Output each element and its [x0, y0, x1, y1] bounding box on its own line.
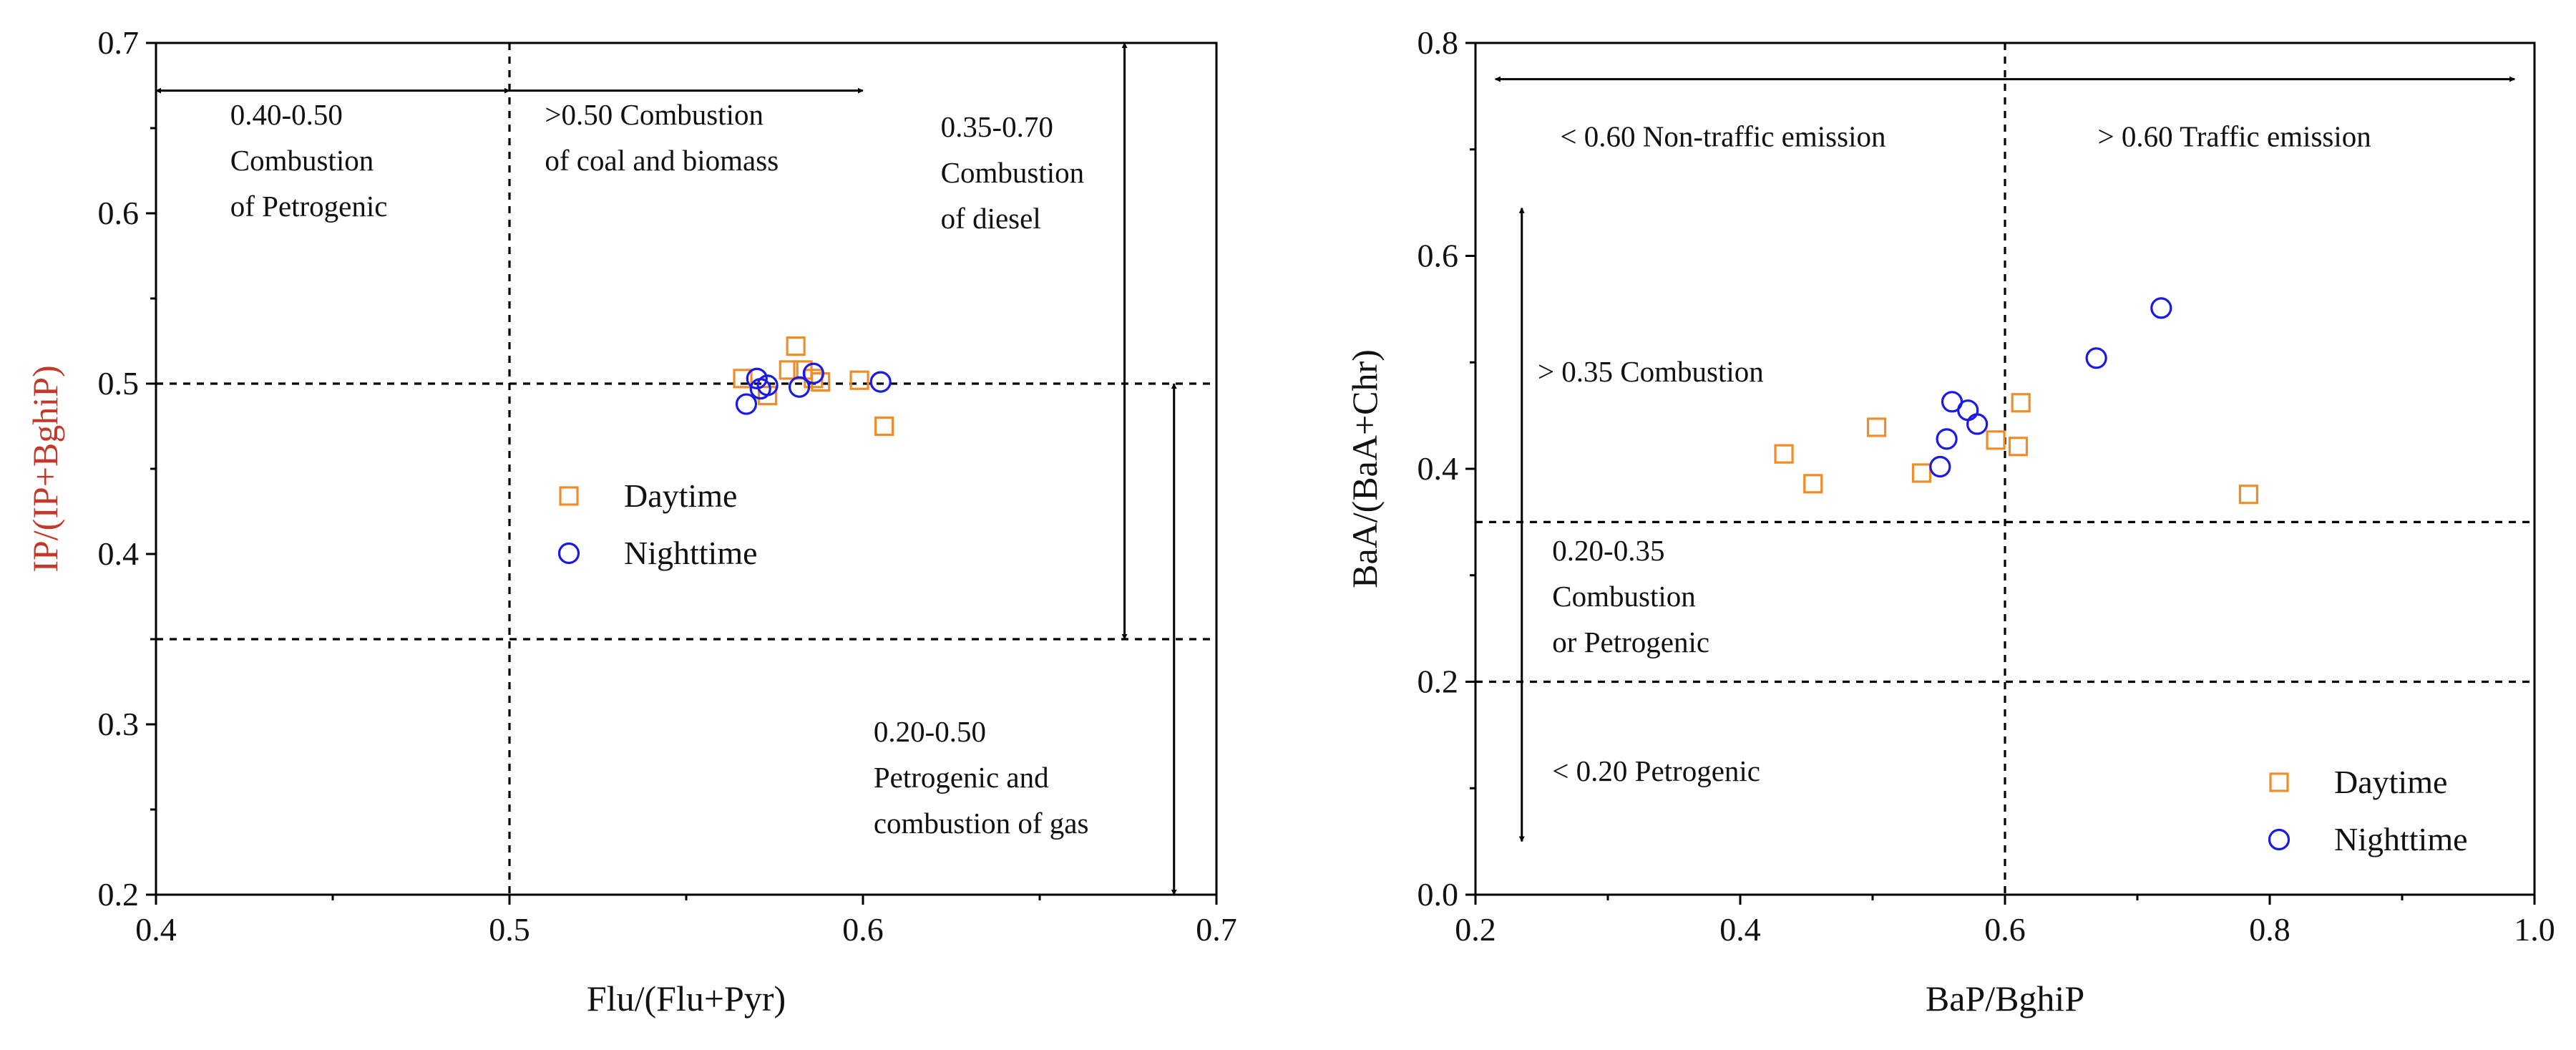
range-annotation: < 0.20 Petrogenic: [1552, 754, 1760, 787]
legend-nighttime-marker: [2268, 828, 2290, 851]
annotation-line: 0.40-0.50: [230, 98, 343, 131]
x-tick-label: 0.4: [135, 911, 177, 948]
range-annotation: >0.50 Combustion of coal and biomass: [545, 98, 779, 177]
annotation-line: Combustion: [941, 156, 1084, 189]
annotation-line: combustion of gas: [874, 807, 1089, 840]
daytime-data-point: [1866, 417, 1887, 437]
legend-label-nighttime: Nighttime: [2334, 821, 2468, 857]
annotation-line: of diesel: [941, 202, 1041, 235]
y-tick-label: 0.2: [98, 876, 140, 913]
range-annotation: 0.20-0.50 Petrogenic and combustion of gas: [874, 715, 1089, 840]
x-tick-label: 1.0: [2514, 911, 2555, 948]
x-tick-label: 0.6: [842, 911, 884, 948]
annotation-line: of Petrogenic: [230, 190, 388, 223]
daytime-data-point: [758, 386, 778, 406]
x-tick-label: 0.2: [1455, 911, 1496, 948]
x-tick-label: 0.6: [1984, 911, 2026, 948]
nighttime-data-point: [869, 371, 892, 393]
y-tick-label: 0.6: [1418, 238, 1459, 274]
legend-label-daytime: Daytime: [2334, 764, 2447, 800]
daytime-data-point: [2011, 393, 2031, 413]
x-tick-label: 0.8: [2249, 911, 2290, 948]
daytime-data-point: [1803, 474, 1823, 494]
annotation-line: 0.20-0.35: [1552, 534, 1664, 567]
nighttime-data-point: [1936, 428, 1958, 450]
nighttime-data-point: [802, 362, 824, 384]
y-axis-label: IP/(IP+BghiP): [25, 365, 65, 572]
annotation-line: 0.35-0.70: [941, 110, 1053, 143]
y-tick-label: 0.2: [1418, 663, 1459, 700]
daytime-data-point: [1774, 444, 1794, 464]
nighttime-data-point: [1966, 413, 1989, 435]
x-tick-label: 0.5: [489, 911, 530, 948]
legend-label-nighttime: Nighttime: [624, 535, 758, 571]
y-tick-label: 0.3: [98, 706, 140, 742]
nighttime-data-point: [1957, 399, 1979, 422]
y-tick-label: 0.4: [98, 535, 140, 572]
legend-daytime-marker: [559, 486, 579, 506]
daytime-data-point: [2238, 485, 2258, 505]
range-annotation: 0.40-0.50 Combustion of Petrogenic: [230, 98, 388, 223]
annotation-line: 0.20-0.50: [874, 715, 986, 748]
x-tick-label: 0.7: [1196, 911, 1237, 948]
nighttime-data-point: [746, 367, 768, 389]
legend-daytime-marker: [2269, 772, 2289, 792]
annotation-line: or Petrogenic: [1552, 626, 1709, 658]
legend-label-daytime: Daytime: [624, 477, 737, 514]
y-tick-label: 0.0: [1418, 876, 1459, 913]
y-tick-label: 0.7: [98, 24, 140, 61]
daytime-data-point: [1986, 430, 2006, 450]
annotation-line: Combustion: [230, 144, 374, 177]
daytime-data-point: [874, 416, 894, 437]
nighttime-data-point: [788, 376, 811, 398]
x-tick-label: 0.4: [1719, 911, 1761, 948]
annotation-line: < 0.60 Non-traffic emission: [1560, 120, 1885, 152]
right-scatter-panel: 0.2 0.4 0.6 0.8 1.00.00.20.40.60.8BaP/BghiPB…: [1345, 24, 2555, 1019]
annotation-line: > 0.35 Combustion: [1538, 355, 1764, 388]
daytime-data-point: [733, 369, 753, 389]
annotation-line: of coal and biomass: [545, 144, 779, 177]
range-annotation: 0.20-0.35 Combustion or Petrogenic: [1552, 534, 1709, 658]
range-annotation: < 0.60 Non-traffic emission: [1560, 120, 1885, 152]
annotation-line: Petrogenic and: [874, 761, 1049, 794]
x-axis-label: BaP/BghiP: [1926, 978, 2084, 1019]
y-tick-label: 0.4: [1418, 450, 1459, 487]
daytime-data-point: [779, 360, 799, 380]
daytime-data-point: [786, 336, 806, 356]
nighttime-data-point: [735, 393, 758, 415]
annotation-line: >0.50 Combustion: [545, 98, 763, 131]
daytime-data-point: [849, 370, 869, 390]
annotation-line: > 0.60 Traffic emission: [2098, 120, 2371, 152]
nighttime-data-point: [2085, 347, 2107, 369]
x-axis-label: Flu/(Flu+Pyr): [587, 978, 786, 1019]
nighttime-data-point: [756, 374, 779, 397]
y-tick-label: 0.8: [1418, 24, 1459, 61]
annotation-line: < 0.20 Petrogenic: [1552, 754, 1760, 787]
y-tick-label: 0.6: [98, 195, 140, 231]
daytime-data-point: [1911, 463, 1932, 483]
legend-nighttime-marker: [557, 542, 580, 565]
range-annotation: > 0.60 Traffic emission: [2098, 120, 2371, 152]
daytime-data-point: [2008, 437, 2029, 457]
y-axis-label: BaA/(BaA+Chr): [1345, 349, 1385, 588]
left-scatter-panel: 0.4 0.5 0.6 0.7 0.2 0.3 0.4 0.5 0.6 0.7 Flu/(Flu+P…: [25, 24, 1237, 1019]
annotation-line: Combustion: [1552, 580, 1695, 613]
range-annotation: > 0.35 Combustion: [1538, 355, 1764, 388]
nighttime-data-point: [1929, 455, 1951, 478]
y-tick-label: 0.5: [98, 365, 140, 402]
nighttime-data-point: [2150, 297, 2172, 319]
range-annotation: 0.35-0.70 Combustion of diesel: [941, 110, 1084, 235]
